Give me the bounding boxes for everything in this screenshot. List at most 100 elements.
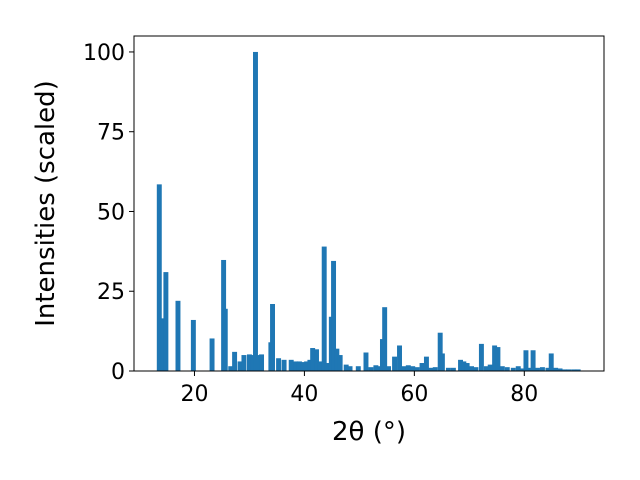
bar (519, 368, 525, 371)
bar (571, 369, 577, 371)
bar (428, 367, 434, 371)
bar (495, 347, 501, 371)
x-tick-label: 80 (510, 382, 538, 407)
plot-frame (133, 35, 605, 372)
bar (566, 369, 572, 371)
bar (432, 367, 438, 371)
bar (499, 366, 505, 371)
bar (492, 345, 498, 371)
x-axis-label: 2θ (°) (332, 417, 406, 447)
bar (553, 367, 559, 371)
bar (317, 361, 323, 371)
bar (222, 308, 228, 371)
bar (423, 356, 429, 371)
bar (175, 300, 181, 371)
bar (450, 367, 456, 371)
bar (253, 51, 258, 371)
bar (307, 359, 313, 371)
bar (160, 318, 166, 371)
bar (347, 366, 353, 371)
bar (296, 361, 302, 371)
bar (241, 355, 247, 371)
y-axis-label: Intensities (scaled) (31, 80, 61, 327)
bar (190, 319, 196, 371)
bar (575, 369, 581, 371)
bar (281, 359, 287, 371)
bar (386, 366, 391, 371)
bar (368, 367, 374, 371)
bar (510, 367, 516, 371)
bar (483, 366, 489, 371)
bar (259, 354, 265, 371)
bar (523, 350, 529, 371)
bar (288, 359, 294, 371)
bar (557, 368, 563, 371)
bar (464, 363, 470, 371)
bar (458, 359, 463, 371)
bar (324, 363, 330, 371)
bar (228, 366, 234, 371)
bar (321, 246, 327, 371)
bar (469, 366, 474, 371)
bar (276, 358, 282, 371)
x-tick-label: 40 (290, 382, 318, 407)
bar (343, 364, 349, 371)
bar (414, 367, 420, 371)
x-axis-ticks: 20 40 60 80 (180, 371, 538, 407)
bar (397, 345, 402, 371)
bar (331, 260, 337, 371)
bar (232, 351, 238, 371)
bar (401, 366, 407, 371)
bar (250, 355, 256, 371)
bars-group (156, 51, 581, 371)
bar (382, 307, 388, 371)
x-tick-label: 20 (180, 382, 208, 407)
bar (487, 364, 493, 371)
y-tick-label: 25 (97, 280, 125, 305)
bar (548, 353, 554, 371)
bar (237, 361, 243, 371)
bar (515, 366, 521, 371)
bar (478, 343, 484, 371)
bar (437, 332, 443, 371)
bar (526, 367, 532, 371)
bar (300, 362, 306, 371)
bar (163, 272, 169, 371)
bar (376, 366, 382, 371)
bar (255, 355, 261, 371)
bar (293, 361, 299, 371)
y-tick-label: 0 (111, 360, 125, 385)
bar (561, 369, 567, 371)
bar (473, 367, 479, 371)
bar (334, 348, 340, 371)
bar (373, 365, 379, 371)
bar (392, 356, 398, 371)
bar (410, 366, 416, 371)
y-tick-label: 75 (97, 121, 125, 146)
bar (445, 367, 451, 371)
y-axis-ticks: 0 25 50 75 100 (83, 41, 134, 385)
y-tick-label: 100 (83, 41, 125, 66)
bar (363, 352, 369, 371)
bar (246, 354, 252, 371)
bar (355, 366, 361, 371)
bar (535, 367, 540, 371)
bar (530, 350, 536, 371)
y-tick-label: 50 (97, 200, 125, 225)
bar (461, 361, 467, 371)
bar (405, 365, 411, 371)
bar (504, 367, 510, 371)
bar (156, 184, 162, 371)
bar (310, 348, 316, 371)
bar (270, 304, 275, 371)
bar (209, 338, 215, 371)
bar (545, 367, 551, 371)
bar (314, 349, 319, 371)
bar (337, 355, 343, 371)
x-tick-label: 60 (400, 382, 428, 407)
bar (539, 367, 545, 371)
bar (304, 361, 310, 371)
bar (439, 353, 445, 371)
bar (419, 363, 425, 371)
